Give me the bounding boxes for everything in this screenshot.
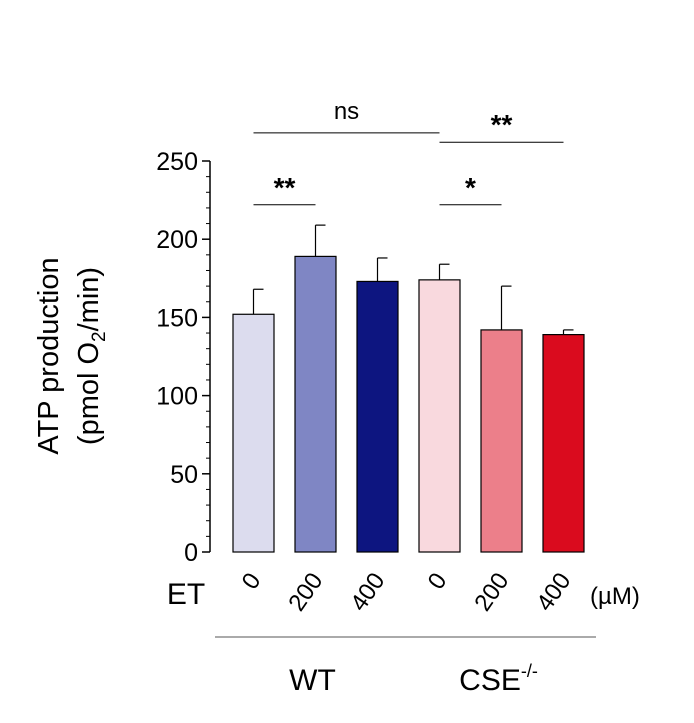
y-tick-label: 0: [184, 539, 198, 567]
x-axis-labels: 0 200 400 0 200 400: [237, 568, 577, 616]
unit-label: (µM): [590, 583, 640, 610]
sig-label-3: **: [491, 109, 513, 140]
bar-2: [356, 280, 399, 553]
significance-brackets: ns** ***: [253, 98, 564, 206]
x-tick-label-5: 400: [531, 568, 576, 616]
y-axis-title-line1: ATP production: [33, 257, 65, 454]
y-tick-label: 100: [156, 383, 198, 411]
bar-0: [232, 313, 275, 553]
treatment-label: ET: [167, 578, 205, 611]
x-tick-label-1: 200: [283, 568, 328, 616]
y-tick-label: 250: [156, 148, 198, 176]
y-tick-label: 200: [156, 226, 198, 254]
x-tick-label-4: 200: [469, 568, 514, 616]
x-tick-label-3: 0: [423, 568, 453, 594]
error-bars: [252, 224, 574, 335]
y-axis-title-line2: (pmol O2/min): [73, 267, 110, 445]
y-tick-label: 150: [156, 304, 198, 332]
bar-5: [542, 334, 585, 553]
sig-label-2: *: [465, 172, 476, 203]
x-tick-label-0: 0: [237, 568, 267, 594]
sig-label-0: ns: [334, 98, 359, 125]
group-label-1: CSE-/-: [459, 661, 538, 697]
group-labels: WT CSE-/-: [215, 636, 596, 697]
bars: [232, 255, 585, 553]
x-tick-label-2: 400: [345, 568, 390, 616]
bar-3: [418, 279, 461, 553]
group-label-0: WT: [289, 664, 336, 697]
y-axis: 0 50 100 150 200 250: [156, 148, 211, 567]
bar-1: [294, 255, 337, 553]
y-tick-label: 50: [170, 461, 198, 489]
sig-label-1: **: [274, 172, 296, 203]
bar-4: [480, 329, 523, 553]
